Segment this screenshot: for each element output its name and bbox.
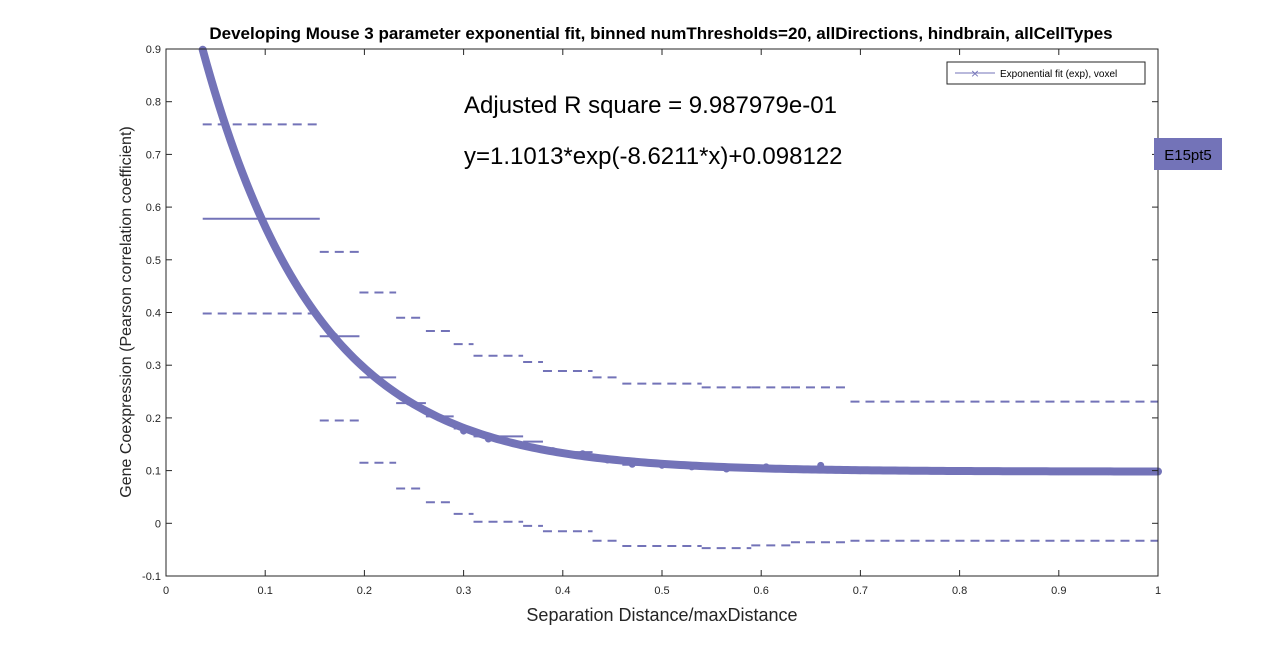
y-tick-label-0: -0.1: [142, 571, 161, 583]
data-layer: [198, 45, 1162, 550]
legend: × Exponential fit (exp), voxel: [946, 61, 1146, 85]
data-point-1: [331, 332, 339, 340]
x-tick-label-7: 0.7: [853, 585, 868, 597]
data-point-13: [688, 463, 696, 471]
data-point-11: [628, 460, 636, 468]
x-tick-label-9: 0.9: [1051, 585, 1066, 597]
side-tag: E15pt5: [1154, 138, 1222, 170]
data-point-20: [1005, 467, 1013, 475]
data-point-5: [460, 427, 468, 435]
legend-entry-label: Exponential fit (exp), voxel: [1000, 69, 1117, 80]
x-tick-label-0: 0: [163, 585, 169, 597]
y-tick-label-5: 0.4: [146, 308, 161, 320]
data-point-3: [405, 398, 413, 406]
y-tick-label-9: 0.8: [146, 97, 161, 109]
x-axis-label: Separation Distance/maxDistance: [526, 605, 797, 625]
y-tick-label-8: 0.7: [146, 149, 161, 161]
data-point-16: [817, 461, 825, 469]
data-point-0: [200, 50, 208, 58]
y-axis-label: Gene Coexpression (Pearson correlation c…: [118, 126, 135, 497]
x-tick-label-4: 0.4: [555, 585, 570, 597]
data-point-21: [1055, 468, 1063, 476]
side-tag-box: [1154, 138, 1222, 170]
data-point-4: [435, 414, 443, 422]
data-point-22: [1104, 468, 1112, 476]
x-tick-label-5: 0.5: [654, 585, 669, 597]
data-point-18: [906, 467, 914, 475]
x-tick-label-1: 0.1: [258, 585, 273, 597]
data-point-9: [579, 450, 587, 458]
y-tick-label-7: 0.6: [146, 202, 161, 214]
r-square-annotation: Adjusted R square = 9.987979e-01: [464, 92, 837, 119]
y-tick-label-4: 0.3: [146, 360, 161, 372]
y-tick-label-6: 0.5: [146, 255, 161, 267]
y-tick-label-2: 0.1: [146, 466, 161, 478]
y-tick-label-3: 0.2: [146, 413, 161, 425]
data-point-7: [519, 441, 527, 449]
plot-area: [166, 49, 1158, 576]
chart-title: Developing Mouse 3 parameter exponential…: [209, 24, 1112, 43]
x-tick-label-10: 1: [1155, 585, 1161, 597]
legend-box: [946, 61, 1146, 85]
data-point-19: [956, 467, 964, 475]
y-tick-label-10: 0.9: [146, 44, 161, 56]
data-point-6: [484, 435, 492, 443]
data-point-17: [856, 467, 864, 475]
data-point-10: [603, 456, 611, 464]
x-tick-label-8: 0.8: [952, 585, 967, 597]
x-tick-label-6: 0.6: [754, 585, 769, 597]
y-tick-label-1: 0: [155, 518, 161, 530]
side-tag-label: E15pt5: [1164, 147, 1212, 164]
data-point-14: [722, 465, 730, 473]
data-point-15: [762, 463, 770, 471]
x-tick-label-2: 0.2: [357, 585, 372, 597]
data-point-8: [549, 447, 557, 455]
data-point-2: [365, 369, 373, 377]
exponential-fit-curve: [198, 45, 1162, 476]
legend-x-marker-icon: ×: [970, 67, 979, 80]
fit-equation-annotation: y=1.1013*exp(-8.6211*x)+0.098122: [464, 143, 843, 170]
data-point-12: [658, 461, 666, 469]
x-tick-label-3: 0.3: [456, 585, 471, 597]
